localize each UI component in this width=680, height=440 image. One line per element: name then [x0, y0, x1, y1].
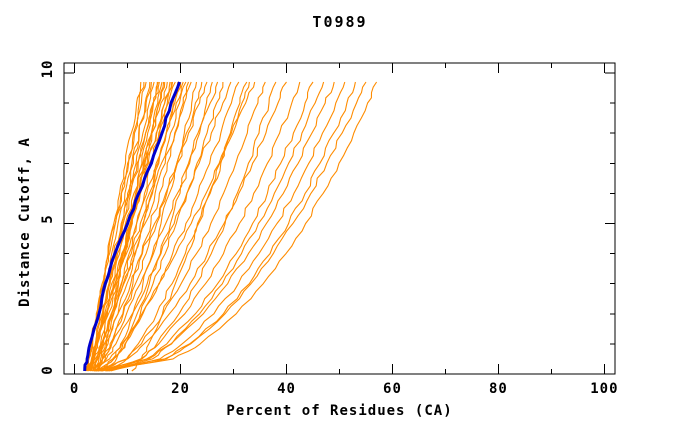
model-curve	[89, 81, 187, 372]
model-curve	[85, 81, 145, 371]
model-curve	[94, 81, 335, 372]
model-curve	[95, 81, 240, 372]
y-axis-label: Distance Cutoff, A	[17, 137, 33, 307]
highlighted-model-curve	[83, 81, 181, 372]
model-curve	[85, 81, 147, 372]
model-curve	[105, 81, 346, 372]
model-curve	[101, 81, 301, 372]
model-curve	[95, 81, 287, 372]
model-curve	[89, 81, 208, 372]
x-tick-label: 80	[489, 381, 508, 397]
model-curve	[96, 81, 356, 372]
model-curve	[92, 81, 165, 372]
model-curve	[90, 81, 219, 372]
model-curve	[106, 81, 248, 372]
x-tick-label: 20	[171, 381, 190, 397]
model-curve	[93, 81, 232, 372]
model-curve	[88, 81, 159, 372]
model-curve	[94, 81, 172, 372]
y-tick-label: 5	[40, 214, 56, 225]
model-curve	[92, 81, 203, 372]
x-tick-label: 100	[590, 381, 619, 397]
model-curve	[86, 81, 184, 372]
y-tick-label: 0	[40, 365, 56, 375]
model-curve	[103, 81, 224, 372]
x-tick-label: 60	[383, 381, 402, 397]
chart-title: T0989	[312, 13, 368, 31]
model-curve	[100, 81, 378, 372]
y-tick-label: 10	[40, 59, 56, 79]
model-curve	[99, 81, 213, 372]
x-tick-label: 0	[69, 381, 80, 397]
model-curve	[86, 81, 182, 372]
model-curve	[91, 81, 256, 372]
model-curve	[98, 81, 266, 372]
model-curve	[108, 81, 277, 372]
model-curve	[97, 81, 314, 372]
model-curve	[107, 81, 367, 372]
plot-frame	[63, 62, 616, 375]
x-axis-label: Percent of Residues (CA)	[226, 403, 453, 419]
model-curve	[131, 81, 250, 372]
model-curve	[88, 81, 176, 372]
x-tick-label: 40	[277, 381, 296, 397]
